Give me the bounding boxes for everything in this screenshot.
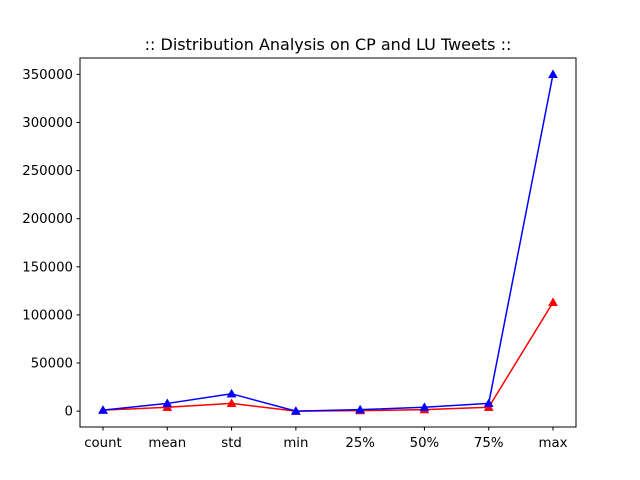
series-layer (98, 69, 558, 415)
x-tick-label: min (283, 436, 308, 451)
data-point-marker (290, 406, 301, 415)
y-axis: 0 50000 100000 150000 200000 250000 300000 3500… (22, 68, 80, 420)
y-tick-label: 250000 (22, 164, 73, 179)
x-axis: count mean std min 25% 50% 75% max (84, 427, 568, 451)
x-tick-label: 25% (345, 436, 375, 451)
x-tick-label: max (539, 436, 568, 451)
series-line (102, 74, 554, 412)
data-point-marker (226, 398, 237, 408)
data-point-marker (483, 398, 494, 408)
data-point-marker (355, 404, 366, 414)
y-tick-label: 150000 (22, 260, 73, 275)
series-2 (98, 69, 558, 415)
y-tick-label: 100000 (22, 308, 73, 323)
y-tick-label: 200000 (22, 212, 73, 227)
data-point-marker (419, 402, 430, 411)
x-tick-label: mean (148, 436, 186, 451)
plot-frame (79, 57, 577, 428)
chart-title: :: Distribution Analysis on CP and LU Tw… (145, 35, 512, 54)
x-tick-label: 50% (410, 436, 440, 451)
y-tick-label: 0 (65, 405, 73, 420)
x-tick-label: std (221, 436, 242, 451)
y-tick-label: 300000 (22, 116, 73, 131)
y-tick-label: 350000 (22, 68, 73, 83)
data-point-marker (226, 388, 237, 398)
y-tick-label: 50000 (31, 357, 73, 372)
data-point-marker (98, 405, 108, 414)
x-tick-label: 75% (474, 436, 504, 451)
data-point-marker (548, 69, 558, 78)
data-point-marker (548, 297, 558, 307)
data-point-marker (162, 398, 173, 408)
x-tick-label: count (84, 436, 122, 451)
